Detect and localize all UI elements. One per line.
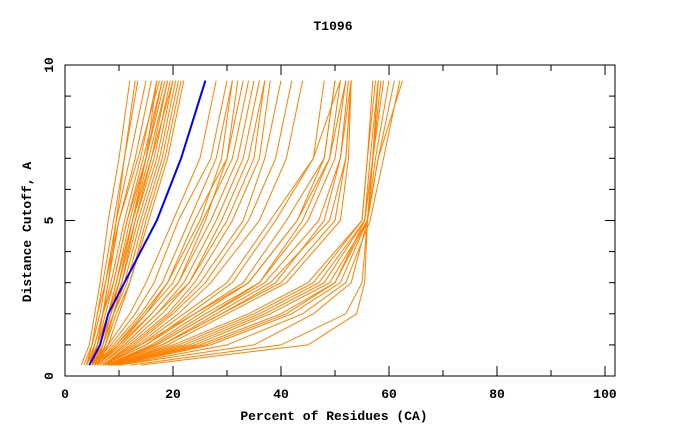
model-curve <box>94 80 233 366</box>
model-curve <box>108 80 352 366</box>
model-curve <box>110 80 379 366</box>
model-curve <box>94 80 233 366</box>
x-tick-label: 20 <box>165 387 181 402</box>
model-curve <box>140 80 379 366</box>
model-curve <box>129 80 403 366</box>
chart-title: T1096 <box>313 19 352 34</box>
model-curve <box>118 80 401 366</box>
model-curve <box>102 80 293 366</box>
y-tick-label: 0 <box>42 372 57 380</box>
model-curve <box>86 80 160 366</box>
y-tick-label: 5 <box>42 216 57 224</box>
model-curve <box>97 80 239 366</box>
axes: 0 20 40 60 80 100 0 5 10 <box>42 57 617 402</box>
model-curve <box>102 80 336 366</box>
y-axis-label: Distance Cutoff, A <box>20 162 35 303</box>
x-tick-label: 60 <box>381 387 397 402</box>
model-curve <box>88 80 158 366</box>
model-curve <box>108 80 352 366</box>
model-curve <box>91 80 228 366</box>
model-curve <box>110 80 352 366</box>
x-tick-label: 80 <box>489 387 505 402</box>
model-curve <box>102 80 341 366</box>
curves <box>80 80 403 366</box>
model-curve <box>97 80 244 366</box>
model-curve <box>102 80 282 366</box>
highlight-curve <box>88 80 207 366</box>
model-curve <box>108 80 376 366</box>
model-curve <box>102 80 271 366</box>
model-curve <box>116 80 395 366</box>
y-tick-label: 10 <box>42 57 57 73</box>
model-curve <box>99 80 266 366</box>
model-curve <box>91 80 136 366</box>
x-tick-label: 0 <box>61 387 69 402</box>
model-curve <box>96 80 158 366</box>
model-curve <box>105 80 341 366</box>
model-curve <box>108 80 352 366</box>
x-tick-label: 100 <box>593 387 617 402</box>
model-curve <box>105 80 347 366</box>
model-curve <box>108 80 349 366</box>
model-curve <box>80 80 131 366</box>
x-axis-label: Percent of Residues (CA) <box>240 409 427 424</box>
x-tick-label: 40 <box>273 387 289 402</box>
model-curve <box>105 80 304 366</box>
model-curve <box>96 80 174 366</box>
model-curve <box>91 80 217 366</box>
